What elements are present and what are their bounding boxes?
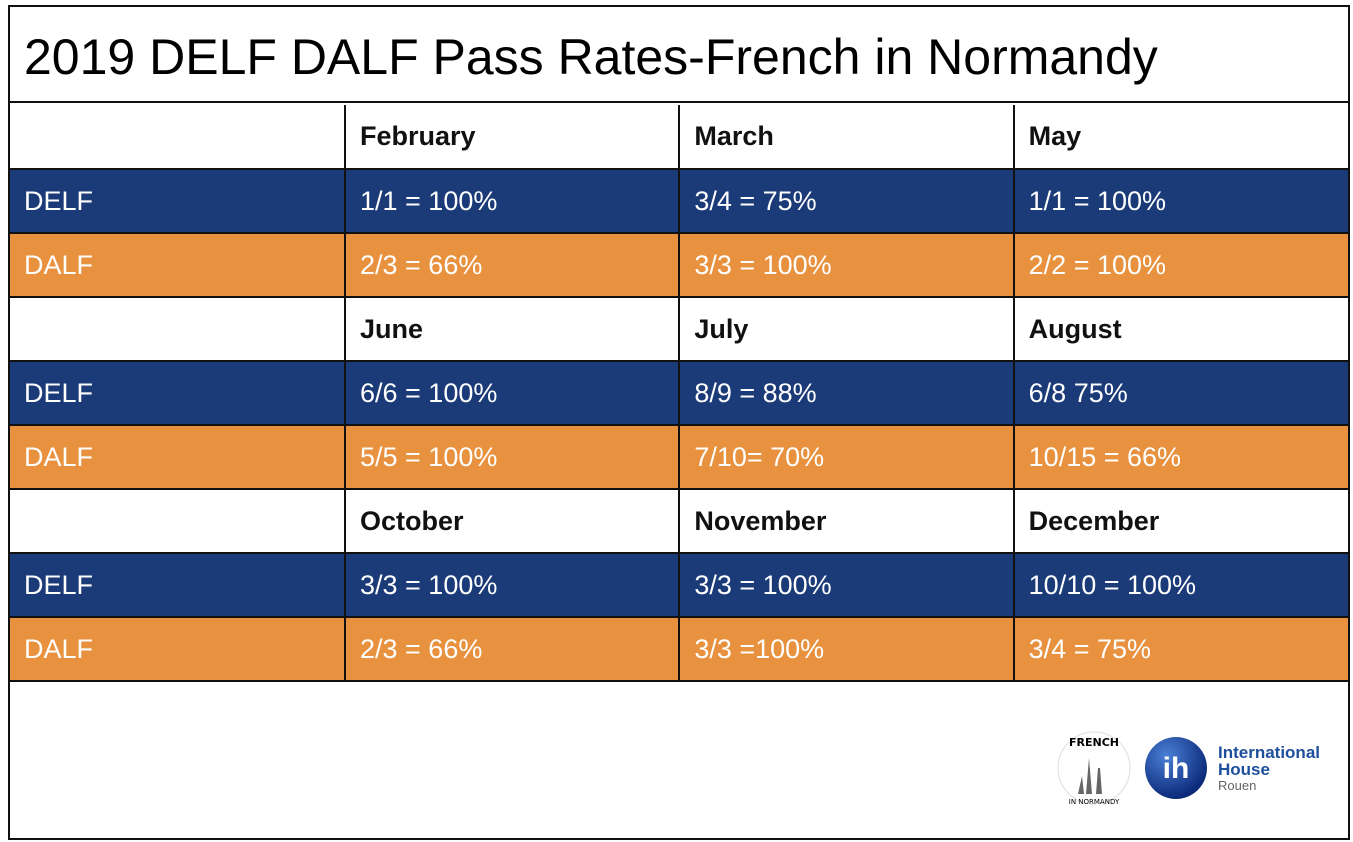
logos: FRENCH IN NORMANDY ih International Hous… xyxy=(1054,728,1320,808)
empty-corner-cell xyxy=(10,105,346,170)
delf-row: DELF 1/1 = 100% 3/4 = 75% 1/1 = 100% xyxy=(10,168,1348,234)
dalf-value-cell: 5/5 = 100% xyxy=(343,424,681,490)
delf-value-cell: 6/8 75% xyxy=(1012,360,1348,426)
dalf-value-cell: 3/3 = 100% xyxy=(678,232,1015,298)
dalf-row: DALF 2/3 = 66% 3/3 = 100% 2/2 = 100% xyxy=(10,232,1348,298)
french-in-normandy-logo: FRENCH IN NORMANDY xyxy=(1057,731,1131,806)
month-header-row: October November December xyxy=(10,488,1348,554)
delf-value-cell: 3/4 = 75% xyxy=(678,168,1015,234)
row-label: DELF xyxy=(10,360,346,426)
delf-value-cell: 6/6 = 100% xyxy=(343,360,681,426)
delf-value-cell: 1/1 = 100% xyxy=(1012,168,1348,234)
delf-row: DELF 3/3 = 100% 3/3 = 100% 10/10 = 100% xyxy=(10,552,1348,618)
month-header: December xyxy=(1012,488,1348,554)
delf-value-cell: 10/10 = 100% xyxy=(1012,552,1348,618)
ih-name-1: International xyxy=(1217,742,1320,762)
month-header: May xyxy=(1012,105,1348,170)
chart-title: 2019 DELF DALF Pass Rates-French in Norm… xyxy=(10,7,1348,103)
pass-rates-table: February March May DELF 1/1 = 100% 3/4 = 75% 1… xyxy=(10,105,1348,682)
dalf-value-cell: 2/3 = 66% xyxy=(343,232,681,298)
row-label: DELF xyxy=(10,552,346,618)
svg-text:IN NORMANDY: IN NORMANDY xyxy=(1069,798,1120,806)
infographic-frame: 2019 DELF DALF Pass Rates-French in Norm… xyxy=(8,5,1350,840)
row-label: DELF xyxy=(10,168,346,234)
delf-value-cell: 8/9 = 88% xyxy=(678,360,1015,426)
ih-city: Rouen xyxy=(1217,777,1257,793)
month-header: October xyxy=(343,488,681,554)
dalf-value-cell: 2/3 = 66% xyxy=(343,616,681,682)
month-header: August xyxy=(1012,296,1348,362)
empty-corner-cell xyxy=(10,488,346,554)
delf-value-cell: 3/3 = 100% xyxy=(343,552,681,618)
month-header: June xyxy=(343,296,681,362)
dalf-row: DALF 5/5 = 100% 7/10= 70% 10/15 = 66% xyxy=(10,424,1348,490)
dalf-row: DALF 2/3 = 66% 3/3 =100% 3/4 = 75% xyxy=(10,616,1348,682)
empty-corner-cell xyxy=(10,296,346,362)
dalf-value-cell: 3/4 = 75% xyxy=(1012,616,1348,682)
svg-text:ih: ih xyxy=(1163,752,1190,785)
month-header-row: February March May xyxy=(10,105,1348,170)
delf-row: DELF 6/6 = 100% 8/9 = 88% 6/8 75% xyxy=(10,360,1348,426)
svg-text:FRENCH: FRENCH xyxy=(1069,736,1119,749)
month-header: February xyxy=(343,105,681,170)
dalf-value-cell: 7/10= 70% xyxy=(678,424,1015,490)
month-header-row: June July August xyxy=(10,296,1348,362)
dalf-value-cell: 10/15 = 66% xyxy=(1012,424,1348,490)
row-label: DALF xyxy=(10,616,346,682)
international-house-logo-icon: ih xyxy=(1144,737,1207,799)
month-header: November xyxy=(678,488,1015,554)
delf-value-cell: 1/1 = 100% xyxy=(343,168,681,234)
ih-name-2: House xyxy=(1217,759,1270,779)
dalf-value-cell: 3/3 =100% xyxy=(678,616,1015,682)
delf-value-cell: 3/3 = 100% xyxy=(678,552,1015,618)
row-label: DALF xyxy=(10,424,346,490)
row-label: DALF xyxy=(10,232,346,298)
month-header: March xyxy=(678,105,1015,170)
dalf-value-cell: 2/2 = 100% xyxy=(1012,232,1348,298)
month-header: July xyxy=(678,296,1015,362)
ih-wordmark: International House Rouen xyxy=(1218,744,1320,793)
